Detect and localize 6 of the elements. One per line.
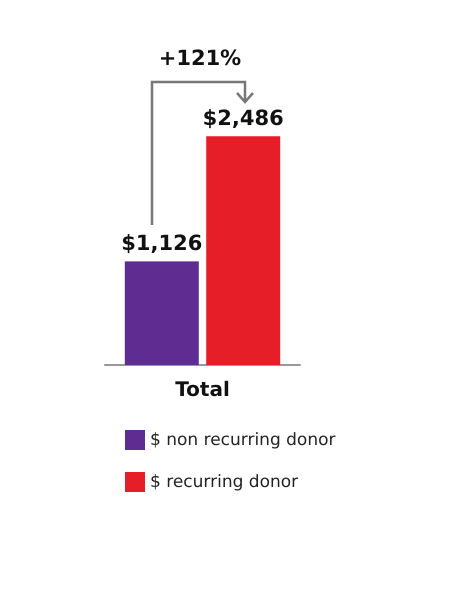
x-tick-label: Total: [175, 377, 230, 401]
data-label: $1,126: [121, 230, 202, 255]
data-label: $2,486: [202, 106, 284, 130]
legend-label: $ non recurring donor: [150, 430, 336, 450]
legend-label: $ recurring donor: [150, 472, 298, 492]
text: +121%: [158, 46, 242, 70]
